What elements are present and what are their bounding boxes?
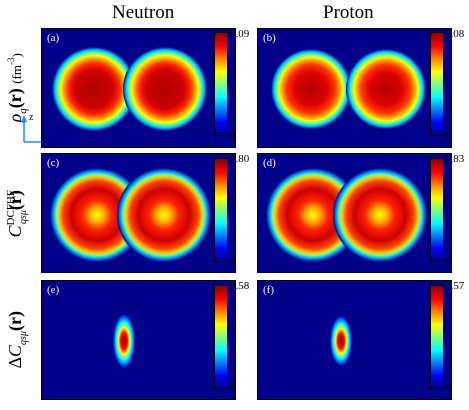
panel-label: (f) [263, 284, 274, 296]
colorbar-f [430, 285, 444, 389]
colorbar-f-max: 0.57 [445, 280, 465, 292]
colorbar-a [214, 32, 228, 136]
panel-e-neutron-delta-c: (e) [41, 280, 236, 400]
colorbar-c-max: 0.80 [230, 153, 250, 165]
colorbar-a-max: 0.09 [230, 28, 250, 40]
column-title-proton: Proton [323, 2, 374, 23]
colorbar-c-min: 0 [230, 256, 236, 268]
colorbar-d-min: 0 [445, 256, 451, 268]
colorbar-e-min: 0 [230, 382, 236, 394]
colorbar-b [430, 32, 444, 136]
panel-b-proton-density: (b) [257, 28, 452, 148]
colorbar-c [214, 158, 228, 262]
panel-label: (a) [47, 32, 60, 44]
colorbar-b-max: 0.08 [445, 28, 465, 40]
panel-label: (d) [263, 157, 276, 169]
row-label-delta-c: ΔCqsμ(r) [5, 311, 29, 369]
axis-z-label: z [29, 112, 34, 123]
panel-f-proton-delta-c: (f) [257, 280, 452, 400]
panel-label: (c) [47, 157, 60, 169]
row-label-dcfhf: CDCFHFqsμ(r) [5, 190, 29, 238]
panel-c-neutron-dcfhf: (c) [41, 153, 236, 273]
panel-label: (b) [263, 32, 276, 44]
colorbar-f-min: 0 [445, 382, 451, 394]
panel-d-proton-dcfhf: (d) [257, 153, 452, 273]
panel-a-neutron-density: (a) [41, 28, 236, 148]
column-title-neutron: Neutron [112, 2, 175, 23]
colorbar-a-min: 0 [230, 130, 236, 142]
colorbar-d [430, 158, 444, 262]
colorbar-e [214, 285, 228, 389]
colorbar-d-max: 0.83 [445, 153, 465, 165]
panel-label: (e) [47, 284, 60, 296]
colorbar-e-max: 0.58 [230, 280, 250, 292]
colorbar-b-min: 0 [445, 130, 451, 142]
